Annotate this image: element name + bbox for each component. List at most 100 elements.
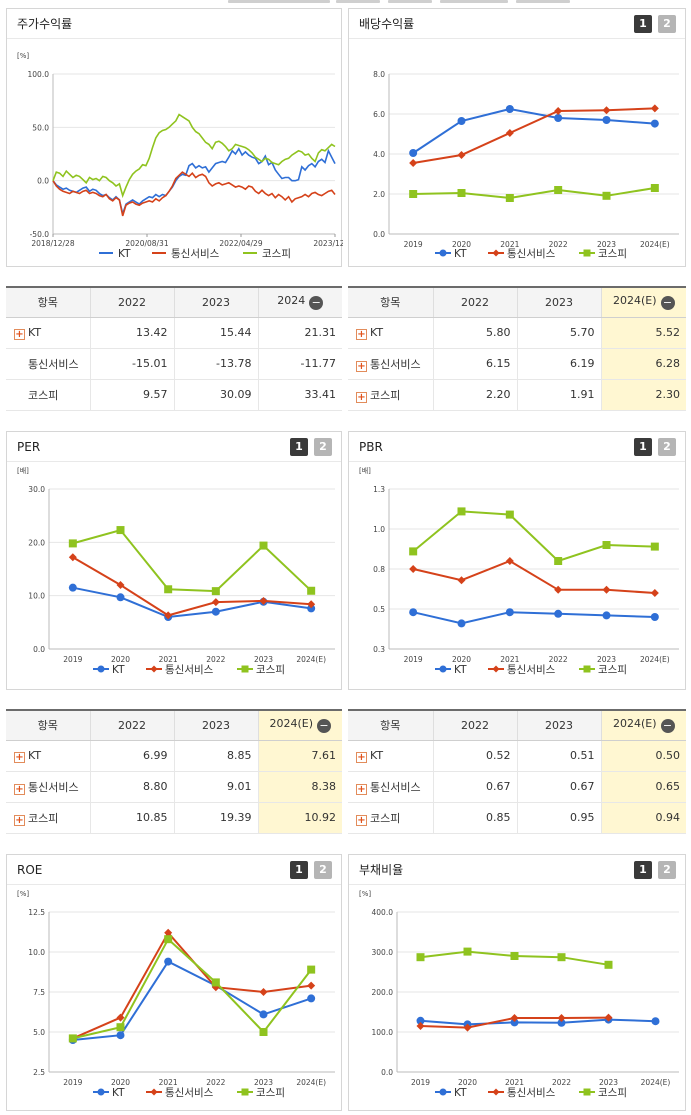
data-point-통신서비스 xyxy=(116,581,125,589)
page-1-button[interactable]: 1 xyxy=(290,438,308,456)
col-header: 2022 xyxy=(89,287,174,318)
top-tab-fragment xyxy=(388,0,432,3)
page-2-button[interactable]: 2 xyxy=(314,438,332,456)
expand-icon[interactable]: + xyxy=(356,360,367,372)
debt-ratio-panel: 부채비율 1 2 [%] 400.0 300.0 200.0 100.0 0.0 2019 2… xyxy=(348,854,686,1111)
y-tick-label: 400.0 xyxy=(372,908,394,917)
table-cell: 0.65 xyxy=(600,771,686,803)
data-point-코스피 xyxy=(554,186,563,194)
expand-icon[interactable]: + xyxy=(14,783,25,795)
row-label: KT xyxy=(370,325,384,339)
expand-icon[interactable]: + xyxy=(356,814,367,826)
page-2-button[interactable]: 2 xyxy=(658,438,676,456)
series-line-KT xyxy=(412,611,655,625)
expand-icon[interactable]: + xyxy=(14,814,25,826)
x-tick-label: 2019 xyxy=(404,240,423,249)
top-tab-fragment xyxy=(516,0,570,3)
col-header: 2022 xyxy=(89,710,174,741)
page-1-button[interactable]: 1 xyxy=(634,438,652,456)
data-point-코스피 xyxy=(211,587,220,596)
data-point-코스피 xyxy=(259,541,268,550)
x-tick-label: 2021 xyxy=(500,240,519,249)
series-line-코스피 xyxy=(72,528,312,593)
expand-icon[interactable]: + xyxy=(14,751,25,763)
table-row: + KT 5.80 5.70 5.52 xyxy=(348,317,686,349)
y-tick-label: 4.0 xyxy=(373,150,385,159)
col-header: 2024− xyxy=(257,287,342,318)
data-point-코스피 xyxy=(457,189,466,197)
legend-label: KT xyxy=(118,248,131,260)
expand-icon[interactable]: + xyxy=(356,328,367,340)
y-tick-label: 2.5 xyxy=(33,1068,45,1077)
y-tick-label: 2.0 xyxy=(373,190,385,199)
data-point-통신서비스 xyxy=(557,1014,566,1022)
table-row: + 코스피 2.20 1.91 2.30 xyxy=(348,379,686,411)
row-label: KT xyxy=(28,748,42,762)
page-2-button[interactable]: 2 xyxy=(658,15,676,33)
page-1-button[interactable]: 1 xyxy=(634,861,652,879)
legend-marker xyxy=(439,249,447,257)
expand-icon[interactable]: + xyxy=(356,783,367,795)
data-point-통신서비스 xyxy=(116,1013,125,1022)
data-point-KT xyxy=(211,607,220,616)
x-tick-label: 2020 xyxy=(452,240,471,249)
collapse-icon[interactable]: − xyxy=(309,296,324,311)
data-point-코스피 xyxy=(557,953,566,962)
data-point-KT xyxy=(416,1016,425,1025)
y-tick-label: 0.5 xyxy=(373,605,385,614)
y-tick-label: 8.0 xyxy=(373,70,385,79)
series-line-KT xyxy=(52,147,336,217)
x-tick-label: 2023 xyxy=(597,655,616,664)
data-point-통신서비스 xyxy=(211,598,220,607)
table-cell: 6.15 xyxy=(432,348,517,380)
expand-icon[interactable]: + xyxy=(356,751,367,763)
data-point-KT xyxy=(602,611,611,620)
legend-label: 통신서비스 xyxy=(507,664,556,676)
data-point-KT xyxy=(307,994,316,1003)
table-cell: 0.85 xyxy=(432,802,517,834)
row-label: KT xyxy=(370,748,384,762)
data-point-통신서비스 xyxy=(554,107,563,115)
page-1-button[interactable]: 1 xyxy=(290,861,308,879)
legend-marker xyxy=(241,665,249,673)
data-point-코스피 xyxy=(164,935,173,944)
debt-ratio-chart: [%] 400.0 300.0 200.0 100.0 0.0 2019 2020 2021 20… xyxy=(359,890,679,1099)
page-2-button[interactable]: 2 xyxy=(658,861,676,879)
table-cell: 10.85 xyxy=(89,802,174,834)
data-point-통신서비스 xyxy=(409,159,418,167)
x-tick-label: 2019 xyxy=(63,1078,82,1087)
unit-label: [배] xyxy=(17,466,29,475)
y-tick-label: 12.5 xyxy=(28,908,45,917)
collapse-icon[interactable]: − xyxy=(317,719,332,734)
pbr-panel: PBR 1 2 [배] 1.3 1.0 0.8 0.5 0.3 2019 2020 2021 20… xyxy=(348,431,686,690)
page-1-button[interactable]: 1 xyxy=(634,15,652,33)
x-tick-label: 2020 xyxy=(111,655,130,664)
expand-icon[interactable]: + xyxy=(14,328,25,340)
expand-icon[interactable]: + xyxy=(356,391,367,403)
data-point-코스피 xyxy=(505,510,514,519)
chart-pager: 1 2 xyxy=(634,861,676,879)
page-2-button[interactable]: 2 xyxy=(314,861,332,879)
y-tick-label: 0.8 xyxy=(373,565,385,574)
legend-marker xyxy=(492,665,500,673)
data-point-KT xyxy=(116,1031,125,1040)
y-tick-label: 300.0 xyxy=(372,948,394,957)
x-tick-label: 2024(E) xyxy=(640,240,670,249)
table-row: + 통신서비스 6.15 6.19 6.28 xyxy=(348,348,686,380)
data-point-KT xyxy=(259,1010,268,1019)
collapse-icon[interactable]: − xyxy=(660,296,675,311)
series-line-KT xyxy=(72,960,312,1041)
legend-marker xyxy=(241,1088,249,1096)
x-tick-label: 2020 xyxy=(452,655,471,664)
x-tick-label: 2024(E) xyxy=(296,1078,326,1087)
legend-label: 코스피 xyxy=(262,248,291,260)
y-tick-label: 100.0 xyxy=(372,1028,394,1037)
legend-marker xyxy=(439,1088,447,1096)
legend-marker xyxy=(583,665,591,673)
table-cell: 6.99 xyxy=(89,740,174,772)
legend-label: 통신서비스 xyxy=(507,248,556,260)
collapse-icon[interactable]: − xyxy=(660,719,675,734)
row-label: 코스피 xyxy=(370,811,401,825)
series-line-코스피 xyxy=(413,187,655,200)
row-label: 통신서비스 xyxy=(28,780,79,794)
